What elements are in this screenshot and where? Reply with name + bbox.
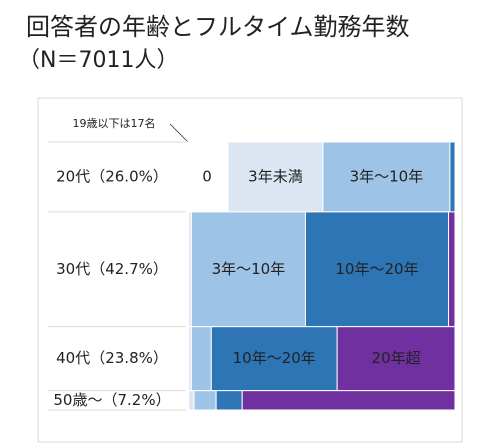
segment (448, 211, 456, 328)
chart-title: 回答者の年齢とフルタイム勤務年数 (26, 13, 410, 41)
segment-label: 0 (202, 167, 212, 185)
segment (215, 390, 243, 411)
annotation: 19歳以下は17名 (73, 116, 156, 130)
chart-subtitle: （N＝7011人） (18, 48, 178, 73)
segment-label: 10年～20年 (233, 349, 316, 367)
row-label: 30代（42.7%） (56, 260, 168, 278)
segment-label: 10年～20年 (335, 260, 418, 278)
annotation-leader (169, 123, 189, 143)
segment-label: 3年～10年 (212, 260, 286, 278)
segment (304, 211, 450, 328)
segment (227, 141, 324, 213)
row-label: 20代（26.0%） (56, 167, 168, 185)
segment-label: 3年未満 (248, 167, 303, 185)
row-label: 40代（23.8%） (56, 349, 168, 367)
segment (322, 141, 451, 213)
segment (241, 390, 456, 411)
segment-label: 20年超 (372, 349, 421, 367)
segment (185, 141, 229, 213)
segment (336, 326, 456, 392)
segment-label: 3年～10年 (350, 167, 424, 185)
segment (190, 326, 212, 392)
row-label: 50歳～（7.2%） (53, 391, 170, 409)
segment (188, 390, 195, 411)
segment (190, 211, 306, 328)
segment (449, 141, 456, 213)
segment (193, 390, 217, 411)
